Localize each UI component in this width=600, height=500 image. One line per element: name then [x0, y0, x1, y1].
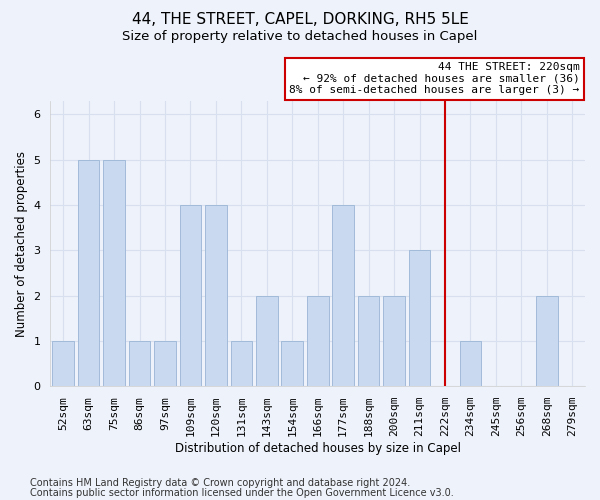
Bar [52, 341, 74, 386]
Bar [205, 205, 227, 386]
Bar [154, 341, 176, 386]
Text: Size of property relative to detached houses in Capel: Size of property relative to detached ho… [122, 30, 478, 43]
Bar [409, 250, 430, 386]
Text: 44 THE STREET: 220sqm
← 92% of detached houses are smaller (36)
8% of semi-detac: 44 THE STREET: 220sqm ← 92% of detached … [289, 62, 580, 95]
Bar [256, 296, 278, 386]
Bar [230, 341, 252, 386]
Bar [358, 296, 379, 386]
Y-axis label: Number of detached properties: Number of detached properties [15, 150, 28, 336]
Text: 44, THE STREET, CAPEL, DORKING, RH5 5LE: 44, THE STREET, CAPEL, DORKING, RH5 5LE [131, 12, 469, 28]
Bar [460, 341, 481, 386]
Bar [103, 160, 125, 386]
Bar [281, 341, 303, 386]
Bar [128, 341, 151, 386]
Bar [307, 296, 329, 386]
Text: Contains HM Land Registry data © Crown copyright and database right 2024.: Contains HM Land Registry data © Crown c… [30, 478, 410, 488]
Bar [383, 296, 405, 386]
X-axis label: Distribution of detached houses by size in Capel: Distribution of detached houses by size … [175, 442, 461, 455]
Text: Contains public sector information licensed under the Open Government Licence v3: Contains public sector information licen… [30, 488, 454, 498]
Bar [78, 160, 100, 386]
Bar [179, 205, 201, 386]
Bar [332, 205, 354, 386]
Bar [536, 296, 557, 386]
